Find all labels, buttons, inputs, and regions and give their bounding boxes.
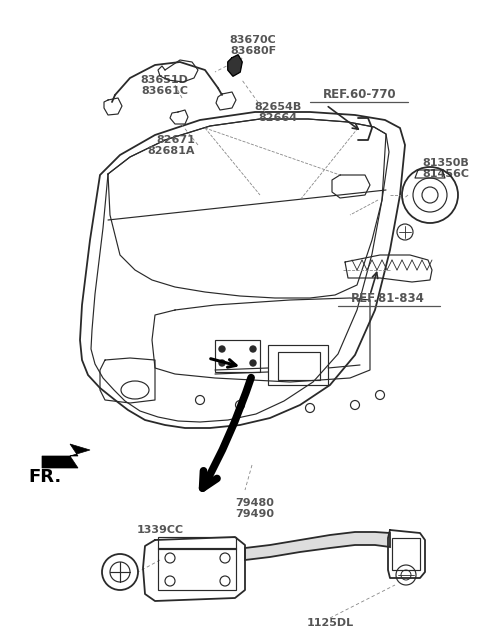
Circle shape — [219, 346, 225, 352]
Text: REF.60-770: REF.60-770 — [323, 88, 397, 101]
Text: 83680F: 83680F — [230, 46, 276, 56]
Circle shape — [219, 360, 225, 366]
Text: 81350B: 81350B — [422, 158, 469, 168]
Text: 82671: 82671 — [156, 135, 195, 145]
Text: REF.81-834: REF.81-834 — [351, 292, 425, 305]
Text: 83661C: 83661C — [141, 86, 188, 96]
Text: 82654B: 82654B — [254, 102, 301, 112]
Bar — [268, 345, 328, 385]
Polygon shape — [80, 112, 405, 428]
Text: 79490: 79490 — [236, 509, 275, 519]
Polygon shape — [245, 532, 390, 560]
Bar — [158, 548, 236, 590]
Text: 1339CC: 1339CC — [136, 525, 183, 535]
Bar — [392, 538, 420, 570]
Text: 81456C: 81456C — [422, 169, 469, 179]
Text: 82664: 82664 — [258, 113, 298, 123]
Text: FR.: FR. — [28, 468, 61, 486]
Bar — [215, 340, 260, 372]
Text: 83651D: 83651D — [140, 75, 188, 85]
Text: 83670C: 83670C — [229, 35, 276, 45]
Bar — [278, 352, 320, 380]
Text: 1125DL: 1125DL — [306, 618, 354, 628]
Polygon shape — [228, 55, 242, 76]
Text: 79480: 79480 — [236, 498, 275, 508]
Circle shape — [250, 346, 256, 352]
Bar — [158, 537, 236, 549]
Circle shape — [250, 360, 256, 366]
Text: 82681A: 82681A — [147, 146, 195, 156]
Polygon shape — [42, 444, 90, 468]
